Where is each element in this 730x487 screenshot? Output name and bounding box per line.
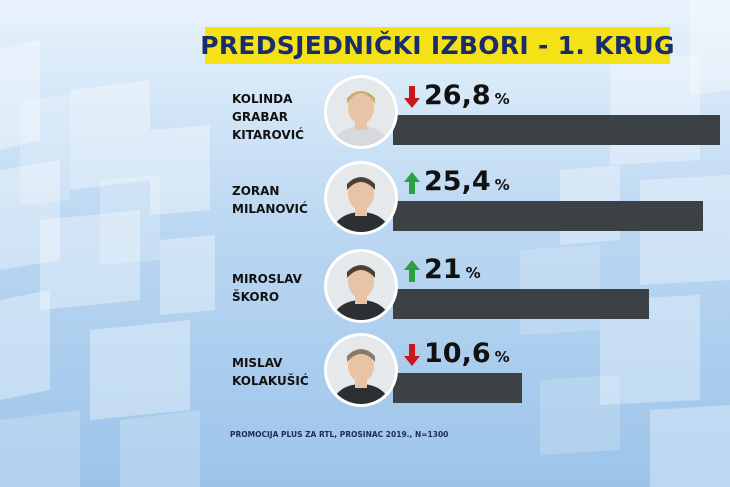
source-note: PROMOCIJA PLUS ZA RTL, PROSINAC 2019., N… (230, 430, 449, 439)
percent-label: 10,6% (424, 338, 510, 369)
portrait-icon (324, 161, 398, 235)
percent-label: 25,4% (424, 166, 510, 197)
percent-unit: % (494, 176, 510, 194)
percent-label: 21% (424, 254, 481, 285)
candidate-name: MIROSLAV ŠKORO (232, 272, 302, 304)
candidate-name: ZORAN MILANOVIĆ (232, 184, 308, 216)
result-bar (393, 115, 720, 145)
percent-unit: % (465, 264, 481, 282)
result-bar (393, 373, 522, 403)
candidate-row: ZORAN MILANOVIĆ 25,4% (0, 160, 730, 240)
arrow-up-icon (404, 172, 420, 194)
portrait-icon (324, 75, 398, 149)
candidate-name: KOLINDA GRABAR KITAROVIĆ (232, 92, 304, 142)
percent-unit: % (494, 90, 510, 108)
portrait-icon (324, 249, 398, 323)
chart-title: PREDSJEDNIČKI IZBORI - 1. KRUG (200, 31, 675, 60)
arrow-down-icon (404, 344, 420, 366)
chart-title-box: PREDSJEDNIČKI IZBORI - 1. KRUG (200, 27, 675, 64)
result-bar (393, 201, 703, 231)
percent-unit: % (494, 348, 510, 366)
arrow-up-icon (404, 260, 420, 282)
arrow-down-icon (404, 86, 420, 108)
candidate-name: MISLAV KOLAKUŠIĆ (232, 356, 309, 388)
portrait-icon (324, 333, 398, 407)
percent-value: 26,8 (424, 80, 491, 111)
candidate-row: MISLAV KOLAKUŠIĆ 10,6% (0, 332, 730, 412)
percent-value: 25,4 (424, 166, 491, 197)
percent-value: 21 (424, 254, 462, 285)
candidate-row: MIROSLAV ŠKORO 21% (0, 248, 730, 328)
candidate-row: KOLINDA GRABAR KITAROVIĆ 26,8% (0, 74, 730, 154)
result-bar (393, 289, 649, 319)
percent-label: 26,8% (424, 80, 510, 111)
percent-value: 10,6 (424, 338, 491, 369)
